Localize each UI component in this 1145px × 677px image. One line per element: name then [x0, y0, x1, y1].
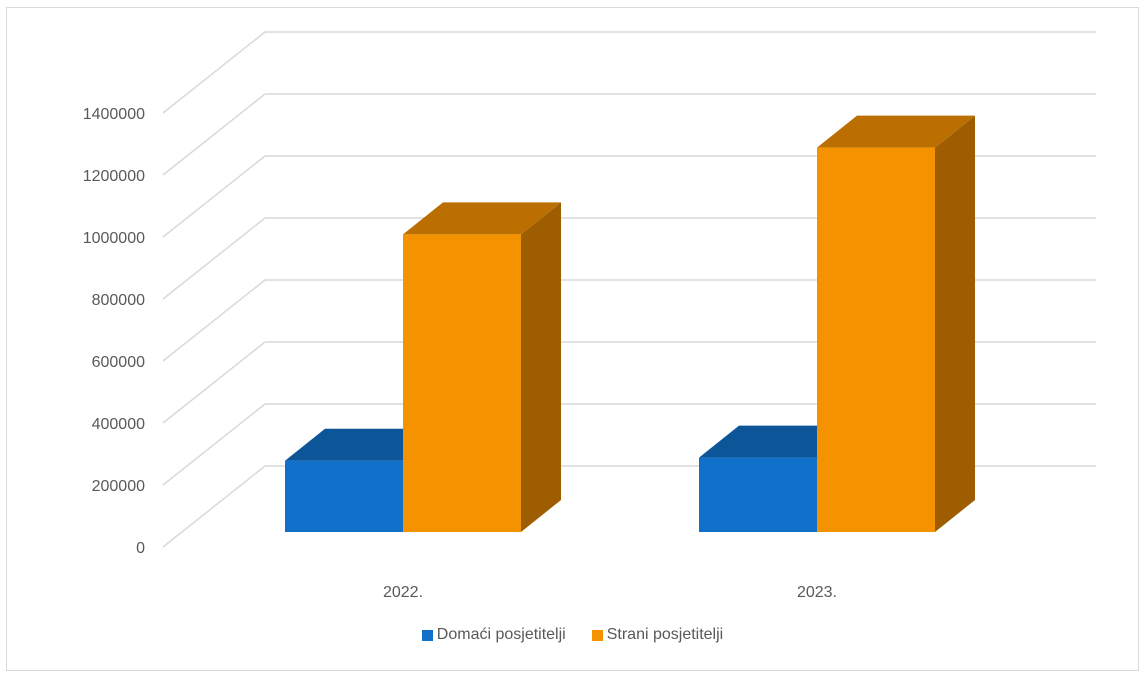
gridline-diagonal: [162, 217, 266, 300]
x-tick-label: 2023.: [797, 584, 837, 601]
gridline-diagonal: [162, 465, 266, 548]
y-tick-label: 1400000: [83, 106, 145, 123]
legend-swatch-foreign: [591, 629, 603, 641]
bar: [699, 457, 817, 532]
y-tick-label: 1200000: [83, 168, 145, 185]
gridline-diagonal: [162, 155, 266, 238]
bar-top: [403, 202, 561, 235]
gridline-diagonal: [162, 31, 266, 114]
legend-label-domestic: Domaći posjetitelji: [436, 626, 566, 643]
bar: [285, 460, 403, 532]
legend: Domaći posjetitelji Strani posjetitelji: [0, 626, 1145, 644]
y-tick-label: 800000: [92, 292, 145, 309]
legend-item-foreign: Strani posjetitelji: [591, 626, 724, 644]
legend-label-foreign: Strani posjetitelji: [606, 626, 724, 643]
legend-swatch-domestic: [421, 629, 433, 641]
legend-item-domestic: Domaći posjetitelji: [421, 626, 566, 644]
y-tick-label: 0: [136, 540, 145, 557]
bar-side: [935, 115, 975, 532]
gridline-diagonal: [162, 93, 266, 176]
bar: [403, 234, 521, 532]
gridline-diagonal: [162, 341, 266, 424]
y-tick-label: 1000000: [83, 230, 145, 247]
y-tick-label: 400000: [92, 416, 145, 433]
gridline-diagonal: [162, 279, 266, 362]
y-tick-label: 200000: [92, 478, 145, 495]
bar: [817, 147, 935, 532]
x-tick-label: 2022.: [383, 584, 423, 601]
y-tick-label: 600000: [92, 354, 145, 371]
bar-top: [817, 115, 975, 148]
bar-side: [521, 202, 561, 532]
gridline-diagonal: [162, 403, 266, 486]
